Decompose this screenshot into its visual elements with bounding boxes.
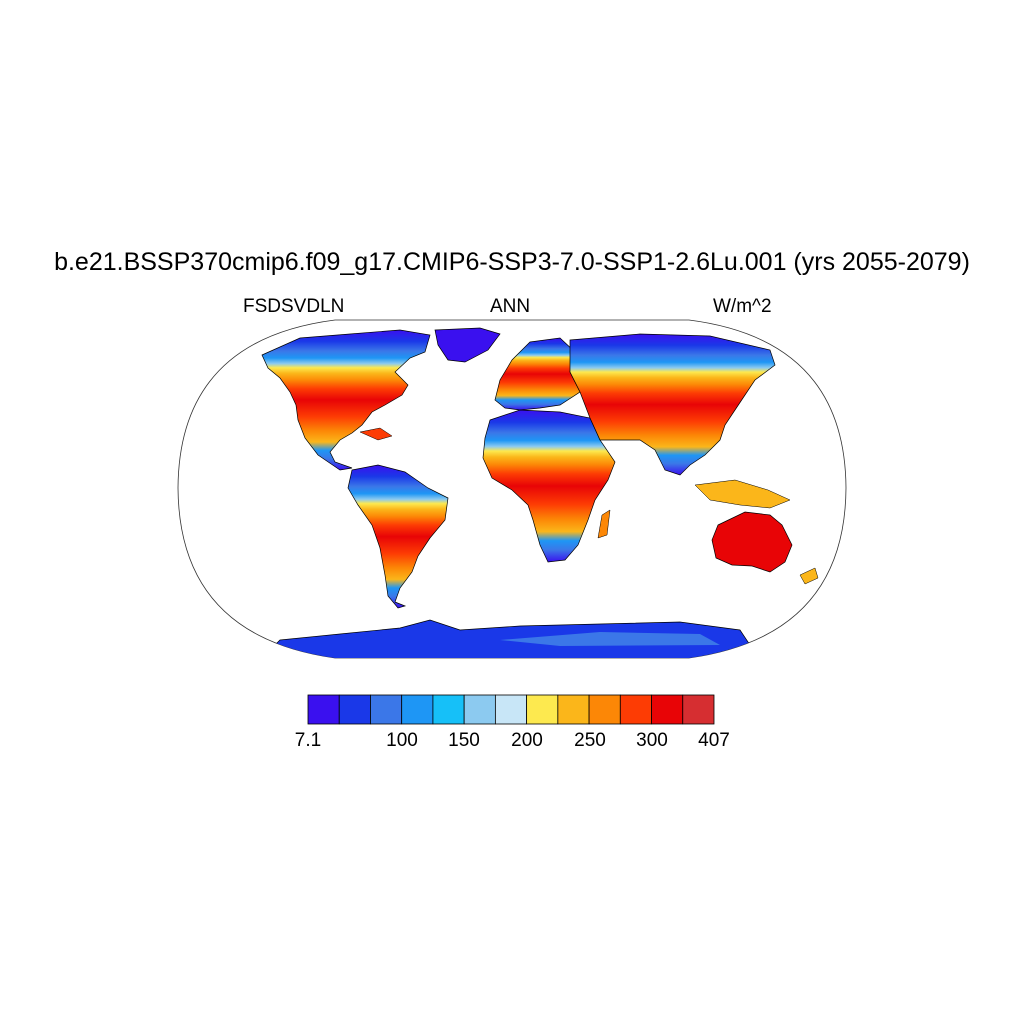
colorbar-label-6: 407	[698, 730, 730, 751]
colorbar-swatch-3	[401, 694, 434, 725]
units-label: W/m^2	[713, 296, 772, 317]
north-america	[261, 329, 431, 471]
colorbar-swatch-8	[557, 694, 590, 725]
colorbar-label-1: 100	[386, 730, 418, 751]
colorbar-label-0: 7.1	[294, 730, 322, 751]
madagascar	[597, 509, 611, 539]
antarctica-interior	[500, 632, 720, 646]
asia	[569, 333, 776, 476]
caribbean	[359, 427, 393, 441]
colorbar-label-5: 300	[636, 730, 668, 751]
colorbar-swatch-7	[526, 694, 559, 725]
colorbar-swatch-10	[619, 694, 652, 725]
greenland	[434, 327, 501, 363]
colorbar-swatch-11	[651, 694, 684, 725]
new-zealand	[799, 567, 819, 585]
plot-title: b.e21.BSSP370cmip6.f09_g17.CMIP6-SSP3-7.…	[54, 248, 970, 276]
colorbar-swatch-5	[463, 694, 496, 725]
south-america	[347, 464, 449, 609]
colorbar-swatch-9	[588, 694, 621, 725]
colorbar-swatch-12	[682, 694, 715, 725]
colorbar-swatch-6	[494, 694, 528, 725]
colorbar-swatch-2	[370, 694, 403, 725]
australia	[711, 511, 793, 573]
colorbar-swatch-0	[307, 694, 340, 725]
colorbar-label-2: 150	[448, 730, 480, 751]
maritime-continent	[694, 479, 791, 509]
colorbar-label-3: 200	[511, 730, 543, 751]
season-label: ANN	[490, 296, 531, 317]
colorbar-swatch-1	[338, 694, 371, 725]
variable-label: FSDSVDLN	[243, 296, 345, 317]
colorbar-label-4: 250	[574, 730, 606, 751]
colorbar-swatch-4	[432, 694, 465, 725]
